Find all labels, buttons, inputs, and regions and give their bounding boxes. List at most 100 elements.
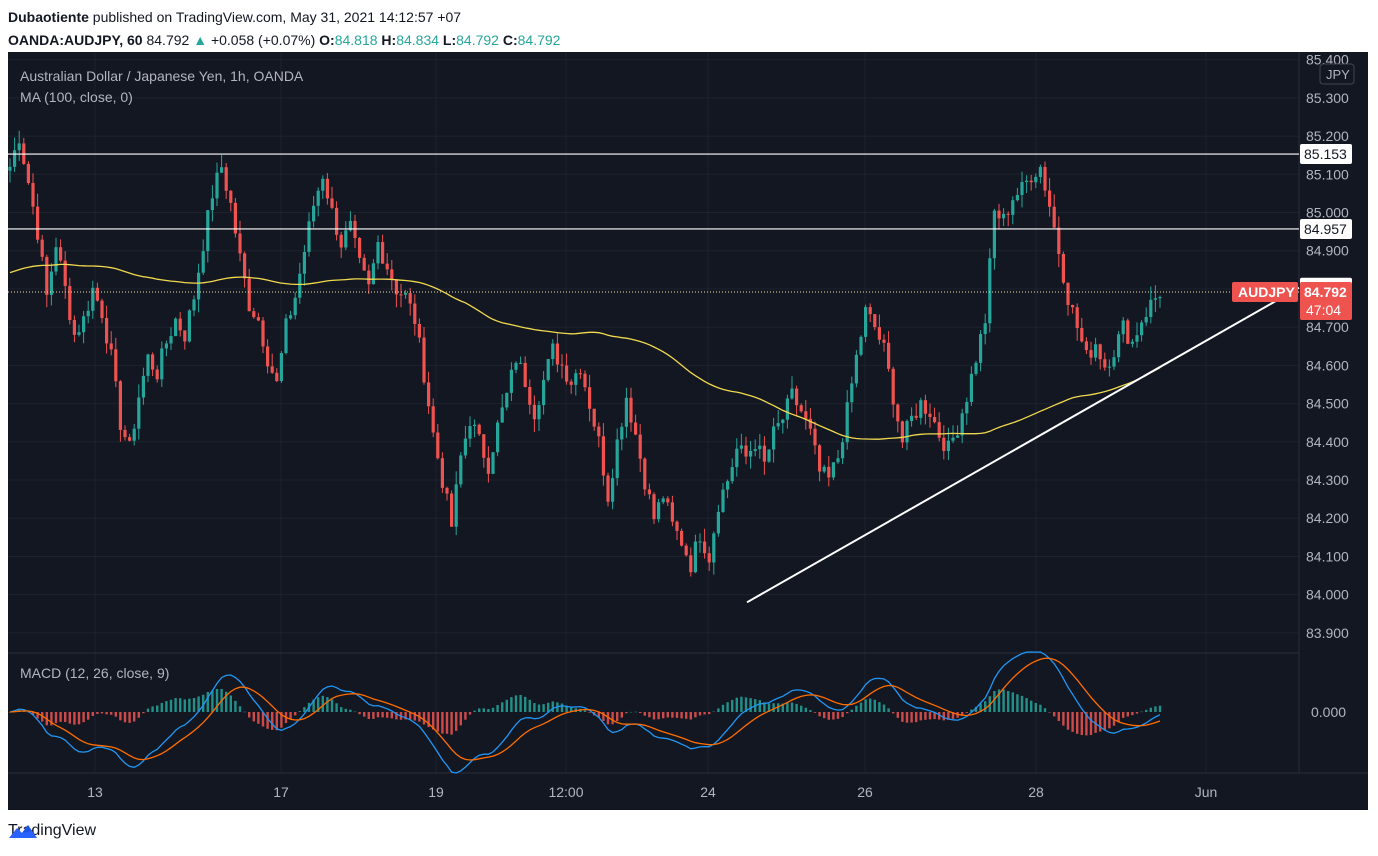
candle-body [376, 242, 380, 264]
countdown-label: 47:04 [1306, 302, 1341, 318]
candle-body [629, 397, 633, 423]
macd-histogram-bar [800, 705, 803, 712]
macd-histogram-bar [910, 712, 913, 723]
candle-body [1094, 344, 1098, 358]
macd-histogram-bar [850, 709, 853, 712]
candle-body [900, 421, 904, 443]
candle-body [137, 397, 141, 429]
macd-histogram-bar [841, 712, 844, 718]
y-tick-label: 85.100 [1306, 166, 1349, 182]
chart-title: Australian Dollar / Japanese Yen, 1h, OA… [20, 68, 304, 84]
candle-body [82, 316, 86, 333]
chart-area[interactable]: 83.900 84.000 84.100 84.200 84.300 84.400 84.5… [8, 52, 1368, 810]
macd-histogram-bar [312, 699, 315, 712]
macd-histogram-bar [464, 712, 467, 720]
candle-body [413, 303, 417, 324]
y-tick-label: 84.600 [1306, 357, 1349, 373]
candle-body [896, 404, 900, 422]
publish-line: Dubaotiente published on TradingView.com… [8, 6, 560, 29]
candle-body [611, 478, 615, 502]
macd-histogram-bar [82, 712, 85, 723]
candle-body [270, 366, 274, 373]
macd-histogram-bar [31, 712, 35, 716]
macd-histogram-bar [1117, 712, 1120, 722]
macd-histogram-bar [510, 697, 513, 712]
price-chart[interactable]: 83.900 84.000 84.100 84.200 84.300 84.400 84.5… [8, 52, 1368, 810]
candle-body [1126, 320, 1130, 344]
author-name[interactable]: Dubaotiente [8, 9, 89, 25]
macd-histogram-bar [151, 706, 154, 712]
candle-body [192, 299, 196, 311]
candle-body [721, 489, 725, 512]
macd-histogram-bar [602, 712, 605, 721]
candle-body [505, 392, 509, 408]
candle-body [859, 336, 863, 355]
macd-histogram-bar [1140, 711, 1143, 713]
macd-histogram-bar [818, 712, 821, 717]
macd-histogram-bar [786, 702, 789, 712]
candle-body [256, 317, 260, 321]
macd-histogram-bar [1043, 708, 1047, 712]
macd-histogram-bar [252, 712, 255, 722]
macd-histogram-bar [395, 712, 398, 720]
macd-histogram-bar [146, 708, 150, 712]
symbol-tag: AUDJPY [1238, 284, 1295, 300]
macd-histogram-bar [1122, 712, 1125, 718]
candle-body [302, 251, 306, 274]
candle-body [583, 373, 587, 388]
candle-body [1144, 316, 1148, 323]
candle-body [1158, 297, 1162, 299]
candle-body [979, 334, 983, 363]
candle-body [528, 386, 532, 405]
macd-histogram-bar [1158, 705, 1162, 712]
macd-histogram-bar [436, 712, 439, 732]
macd-histogram-bar [50, 712, 53, 726]
candle-body [1103, 359, 1107, 368]
price-label: 84.792 [1304, 284, 1347, 300]
candle-body [928, 413, 932, 417]
macd-histogram-bar [1011, 692, 1014, 712]
level-label: 85.153 [1304, 146, 1347, 162]
macd-legend: MACD (12, 26, close, 9) [20, 665, 170, 681]
candle-body [542, 379, 546, 406]
macd-histogram-bar [1108, 712, 1111, 729]
candle-body [114, 349, 118, 382]
macd-histogram-bar [652, 712, 656, 720]
macd-histogram-bar [859, 702, 863, 712]
macd-histogram-bar [266, 712, 269, 729]
candle-body [919, 400, 923, 418]
macd-histogram-bar [174, 698, 177, 712]
footer-brand[interactable]: TradingView [8, 822, 96, 840]
macd-histogram-bar [404, 712, 407, 720]
candle-body [882, 339, 886, 343]
candle-body [289, 315, 293, 319]
y-tick-label: 84.400 [1306, 434, 1349, 450]
candle-body [716, 511, 720, 534]
candle-body [440, 458, 444, 488]
macd-histogram-bar [721, 704, 725, 712]
candle-body [312, 205, 316, 222]
candle-body [358, 237, 362, 258]
macd-histogram-bar [1149, 707, 1152, 712]
y-tick-label: 84.300 [1306, 472, 1349, 488]
candle-body [187, 310, 191, 342]
macd-histogram-bar [542, 704, 545, 712]
macd-histogram-bar [238, 706, 242, 712]
macd-histogram-bar [137, 712, 140, 718]
macd-histogram-bar [317, 697, 320, 712]
macd-histogram-bar [353, 711, 357, 713]
high-label: H: [381, 32, 397, 48]
x-tick-label: 13 [87, 784, 103, 800]
macd-histogram-bar [179, 698, 182, 712]
level-label-box [1300, 144, 1352, 165]
candle-body [772, 426, 776, 450]
y-tick-label: 84.900 [1306, 243, 1349, 259]
candle-body [26, 163, 30, 184]
macd-histogram-bar [505, 699, 508, 712]
macd-histogram-bar [616, 712, 619, 722]
macd-histogram-bar [1080, 712, 1083, 736]
macd-histogram-bar [698, 712, 702, 716]
y-tick-label: 83.900 [1306, 625, 1349, 641]
candle-body [854, 354, 858, 384]
x-tick-label: 17 [273, 784, 289, 800]
